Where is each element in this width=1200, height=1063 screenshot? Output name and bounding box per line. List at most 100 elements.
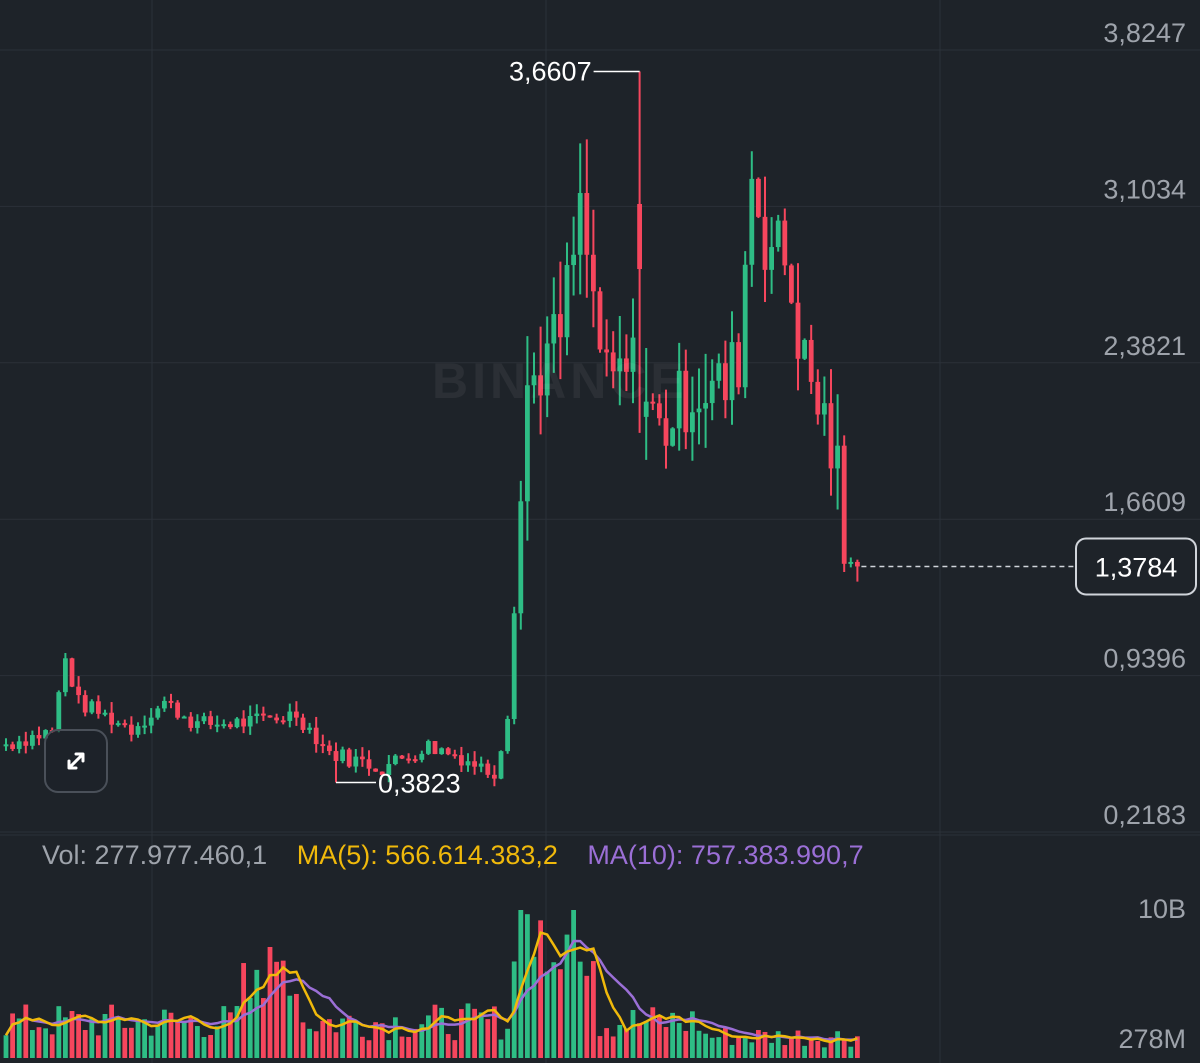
candle	[815, 369, 821, 425]
candle-body	[254, 713, 260, 717]
candle-body	[3, 744, 9, 747]
volume-bar	[109, 1004, 114, 1058]
candle	[610, 331, 616, 389]
candle-body	[181, 716, 187, 719]
candle	[320, 734, 326, 754]
candle	[287, 703, 293, 728]
volume-bar	[102, 1014, 108, 1058]
ma10-value: MA(10): 757.383.990,7	[587, 840, 864, 870]
candle	[683, 349, 689, 450]
price-tick-label: 3,1034	[1103, 174, 1186, 204]
candle	[201, 712, 207, 725]
candle	[808, 324, 814, 394]
candle-body	[412, 759, 418, 762]
candle	[828, 369, 834, 496]
volume-bar	[379, 1023, 385, 1058]
volume-bar	[96, 1035, 101, 1058]
candle	[76, 676, 81, 704]
candle-body	[148, 717, 154, 726]
candle-body	[604, 349, 609, 353]
volume-bar	[340, 1018, 345, 1058]
volume-bar	[155, 1025, 161, 1058]
candle	[597, 287, 603, 353]
volume-bar	[822, 1047, 827, 1058]
candle	[56, 690, 62, 733]
candle-body	[742, 264, 748, 388]
candle-body	[313, 727, 319, 745]
candle-body	[23, 741, 29, 746]
candle	[630, 298, 636, 404]
candle	[696, 368, 702, 445]
volume-bar	[327, 1019, 332, 1058]
candle	[181, 715, 187, 719]
volume-bar	[36, 1027, 42, 1058]
candle-body	[498, 751, 504, 779]
candle	[789, 263, 794, 305]
ma5-line	[4, 931, 858, 1044]
candle-body	[597, 291, 603, 350]
candle	[366, 750, 372, 776]
candle-body	[228, 724, 233, 728]
candle	[551, 277, 557, 373]
candle-body	[531, 375, 537, 386]
volume-bar	[49, 1034, 55, 1058]
candle	[703, 353, 708, 448]
volume-bar	[69, 1011, 75, 1058]
volume-bar	[228, 1012, 233, 1058]
candle	[650, 393, 656, 411]
volume-bar	[439, 1007, 444, 1058]
volume-bar	[676, 1023, 682, 1058]
candle-body	[69, 658, 75, 687]
volume-bar	[709, 1037, 715, 1058]
volume-bar	[445, 1034, 451, 1058]
candle	[617, 316, 623, 406]
volume-bar	[333, 1032, 339, 1058]
volume-bar	[287, 995, 293, 1058]
volume-bar	[835, 1031, 840, 1058]
candle	[300, 713, 306, 734]
candle	[736, 333, 741, 395]
candle	[129, 716, 134, 742]
candle-body	[201, 716, 207, 722]
candle-body	[571, 254, 576, 266]
volume-bar	[597, 1036, 603, 1058]
candle	[544, 316, 550, 418]
candle-body	[544, 343, 550, 396]
volume-bar	[406, 1036, 411, 1058]
candle	[762, 176, 768, 303]
volume-bar	[683, 1030, 689, 1058]
price-tick-label: 2,3821	[1103, 331, 1186, 361]
candle-body	[353, 756, 359, 767]
candle	[775, 214, 781, 252]
candle-body	[188, 716, 194, 728]
candle	[102, 709, 108, 717]
expand-chart-button[interactable]	[44, 729, 108, 793]
volume-bar	[485, 1019, 491, 1058]
candle-body	[214, 724, 220, 727]
volume-bar	[294, 993, 299, 1058]
candle-body	[221, 724, 227, 727]
volume-bar	[373, 1022, 378, 1058]
volume-bar	[478, 1012, 484, 1058]
volume-bar	[188, 1017, 194, 1058]
candle-body	[749, 178, 755, 265]
candle-body	[30, 735, 35, 746]
candle-body	[300, 717, 306, 730]
candle	[670, 427, 675, 447]
volume-bar	[472, 1008, 477, 1058]
candle-body	[452, 754, 458, 757]
candle	[294, 701, 299, 726]
candle	[3, 738, 9, 751]
candle	[822, 376, 827, 436]
candle-body	[577, 193, 583, 255]
candle	[848, 557, 854, 568]
candle-body	[63, 658, 68, 693]
candle	[69, 657, 75, 688]
candle-body	[195, 721, 200, 728]
ma5-value: MA(5): 566.614.383,2	[296, 840, 558, 870]
candle-body	[841, 445, 847, 564]
volume-bar	[591, 961, 596, 1058]
candle	[16, 735, 22, 754]
candle	[221, 719, 227, 729]
